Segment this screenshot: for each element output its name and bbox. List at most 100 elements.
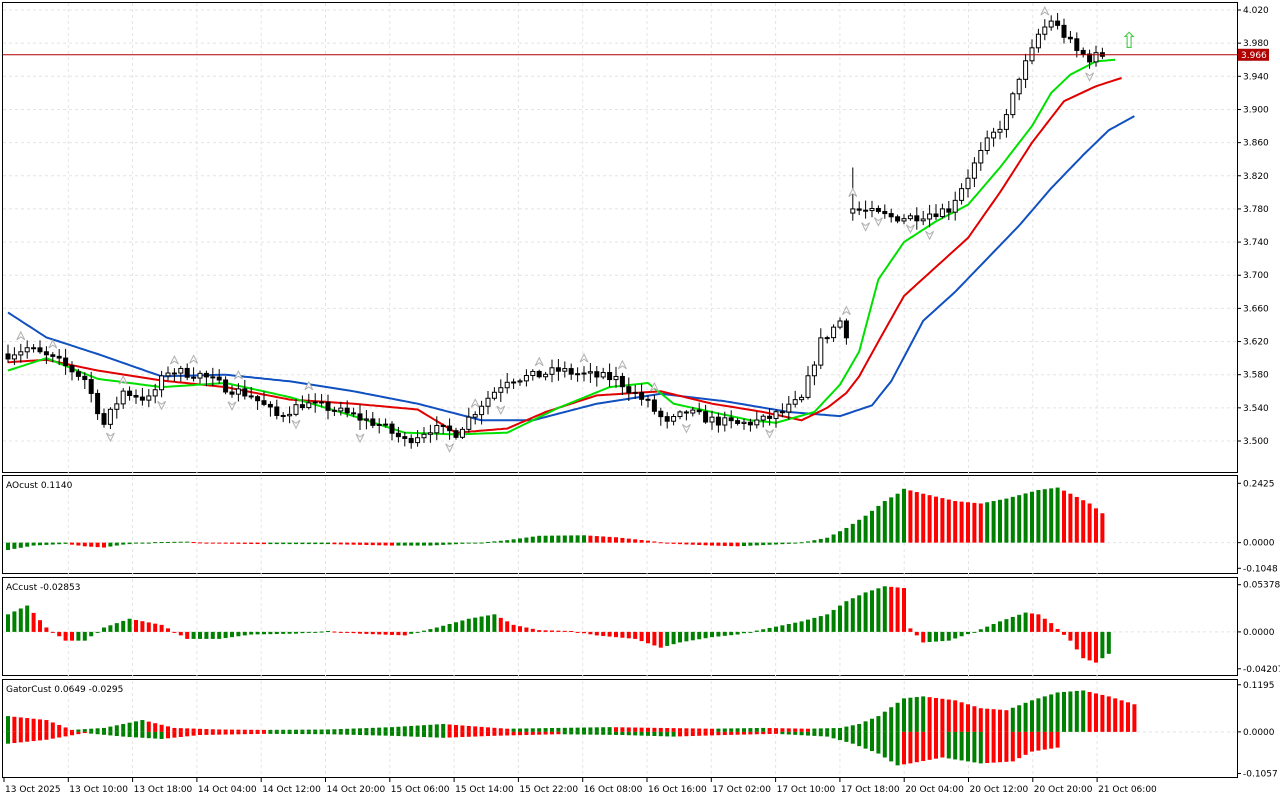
bear-candle-body bbox=[229, 391, 235, 395]
histogram-bar bbox=[863, 592, 868, 632]
histogram-bar bbox=[582, 535, 586, 543]
histogram-bar bbox=[575, 731, 580, 735]
histogram-bar bbox=[172, 541, 177, 543]
bear-candle-body bbox=[127, 390, 133, 396]
bear-candle-body bbox=[453, 430, 459, 438]
histogram-bar bbox=[710, 542, 714, 546]
histogram-bar bbox=[690, 542, 695, 545]
bear-candle-body bbox=[203, 372, 209, 378]
histogram-bar bbox=[454, 724, 458, 732]
histogram-bar bbox=[1094, 693, 1098, 732]
histogram-bar bbox=[415, 731, 420, 737]
time-tick-label: 20 Oct 12:00 bbox=[970, 785, 1029, 795]
histogram-bar bbox=[946, 631, 951, 641]
histogram-bar bbox=[108, 726, 113, 732]
bull-candle-body bbox=[376, 423, 382, 426]
histogram-bar bbox=[358, 631, 362, 634]
histogram-bar bbox=[274, 729, 279, 732]
histogram-bar bbox=[684, 731, 689, 737]
histogram-bar bbox=[223, 731, 228, 735]
histogram-bar bbox=[607, 631, 612, 637]
histogram-bar bbox=[818, 538, 823, 543]
histogram-bar bbox=[850, 523, 855, 543]
histogram-bar bbox=[825, 614, 830, 632]
histogram-bar bbox=[1094, 508, 1098, 543]
histogram-bar bbox=[89, 631, 94, 637]
histogram-bar bbox=[889, 586, 894, 632]
histogram-bar bbox=[607, 727, 612, 732]
histogram-bar bbox=[940, 498, 945, 543]
bull-candle-body bbox=[799, 396, 805, 401]
bear-candle-body bbox=[735, 420, 741, 424]
histogram-bar bbox=[908, 697, 913, 732]
histogram-bar bbox=[658, 727, 663, 732]
bear-candle-body bbox=[639, 391, 645, 400]
bear-candle-body bbox=[895, 216, 901, 222]
histogram-bar bbox=[1049, 694, 1054, 732]
histogram-bar bbox=[230, 542, 234, 544]
histogram-bar bbox=[665, 631, 670, 646]
histogram-bar bbox=[710, 631, 714, 638]
histogram-bar bbox=[377, 542, 382, 546]
bull-candle-body bbox=[293, 404, 299, 415]
histogram-bar bbox=[754, 542, 759, 546]
histogram-bar bbox=[556, 727, 561, 732]
histogram-bar bbox=[50, 542, 55, 545]
bull-candle-body bbox=[690, 409, 696, 414]
histogram-bar bbox=[191, 631, 196, 639]
price-tick-label: 3.780 bbox=[1243, 205, 1269, 215]
bear-candle-body bbox=[1061, 24, 1067, 38]
histogram-bar bbox=[966, 731, 970, 762]
histogram-bar bbox=[236, 631, 241, 637]
histogram-bar bbox=[185, 631, 190, 639]
fractal-down-arrow-icon bbox=[291, 419, 301, 430]
histogram-bar bbox=[626, 631, 631, 639]
histogram-bar bbox=[287, 542, 292, 545]
histogram-bar bbox=[748, 542, 753, 546]
histogram-bar bbox=[249, 731, 254, 735]
histogram-bar bbox=[799, 621, 804, 632]
bull-candle-body bbox=[850, 208, 856, 214]
histogram-bar bbox=[972, 631, 977, 633]
bull-candle-body bbox=[479, 405, 485, 416]
histogram-bar bbox=[447, 724, 452, 732]
histogram-bar bbox=[614, 537, 618, 543]
histogram-bar bbox=[914, 731, 919, 763]
ao-histogram: 0.2425 0.0000 -0.1048 bbox=[3, 479, 1278, 574]
histogram-bar bbox=[1030, 700, 1034, 732]
bear-candle-body bbox=[933, 213, 939, 218]
bull-candle-body bbox=[613, 375, 619, 381]
histogram-bar bbox=[767, 731, 772, 734]
histogram-bar bbox=[140, 542, 145, 544]
bull-candle-body bbox=[338, 407, 344, 412]
histogram-bar bbox=[1036, 698, 1041, 732]
histogram-bar bbox=[287, 731, 292, 734]
histogram-bar bbox=[812, 728, 817, 732]
histogram-bar bbox=[1023, 493, 1028, 543]
bear-candle-body bbox=[325, 401, 331, 411]
histogram-bar bbox=[953, 501, 958, 543]
x-axis-tick-labels: 13 Oct 2025 13 Oct 10:00 13 Oct 18:00 14 Oc… bbox=[3, 778, 1157, 795]
histogram-bar bbox=[658, 631, 663, 648]
histogram-bar bbox=[422, 542, 426, 546]
histogram-bar bbox=[210, 542, 215, 544]
bull-candle-body bbox=[818, 337, 824, 366]
bull-candle-body bbox=[549, 367, 555, 375]
bull-candle-body bbox=[159, 375, 165, 391]
histogram-bar bbox=[671, 631, 676, 645]
histogram-bar bbox=[505, 621, 510, 632]
fractal-up-arrow-icon bbox=[1040, 6, 1050, 16]
histogram-bar bbox=[550, 630, 554, 632]
histogram-bar bbox=[326, 631, 330, 633]
histogram-bar bbox=[146, 731, 151, 739]
histogram-bar bbox=[18, 731, 23, 743]
histogram-bar bbox=[761, 629, 766, 632]
histogram-bar bbox=[524, 731, 529, 736]
histogram-bar bbox=[102, 627, 106, 632]
histogram-bar bbox=[620, 631, 625, 638]
histogram-bar bbox=[300, 729, 305, 732]
time-tick-label: 21 Oct 06:00 bbox=[1098, 785, 1157, 795]
histogram-bar bbox=[18, 717, 23, 732]
histogram-bar bbox=[626, 731, 631, 736]
bull-candle-body bbox=[907, 215, 913, 220]
